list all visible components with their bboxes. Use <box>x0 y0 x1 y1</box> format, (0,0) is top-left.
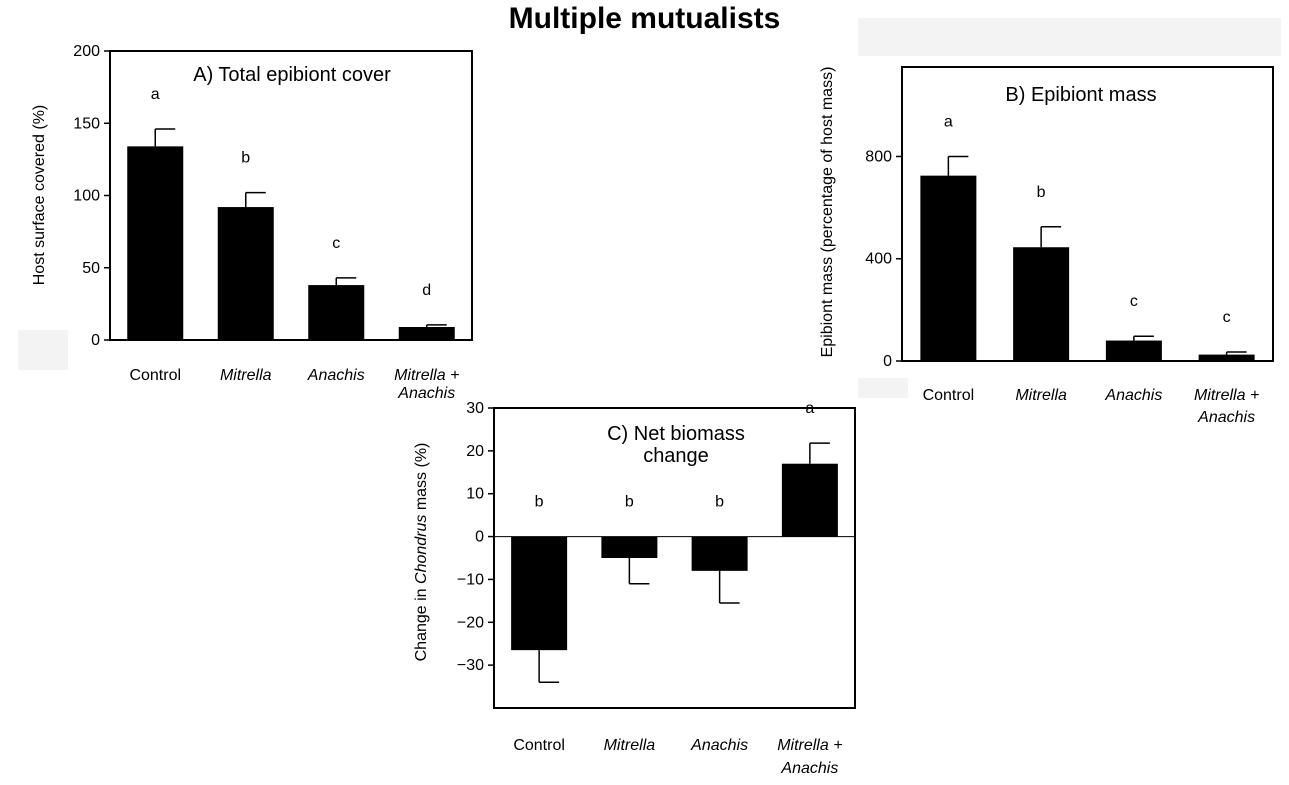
x-tick-label: Mitrella + <box>1194 387 1259 404</box>
chart-title: change <box>643 445 709 467</box>
y-axis-label: Host surface covered (%) <box>31 105 48 286</box>
scan-artifact-band <box>858 18 1281 56</box>
significance-letter: a <box>151 86 160 103</box>
significance-letter: a <box>805 400 814 417</box>
bar <box>691 536 748 571</box>
x-tick-label: Mitrella + <box>394 367 459 384</box>
x-tick-label: Anachis <box>1104 387 1162 404</box>
significance-letter: c <box>1130 293 1138 310</box>
bar <box>127 146 184 340</box>
y-axis-label: Epibiont mass (percentage of host mass) <box>819 67 836 358</box>
y-tick-label: 400 <box>865 251 892 268</box>
bar <box>1105 340 1162 361</box>
page-title: Multiple mutualists <box>508 2 781 35</box>
bar <box>1198 354 1255 361</box>
y-tick-label: 20 <box>466 443 484 460</box>
y-tick-label: 0 <box>475 529 484 546</box>
x-tick-label: Mitrella <box>604 737 656 754</box>
significance-letter: b <box>1037 184 1046 201</box>
x-tick-label: Anachis <box>690 737 748 754</box>
significance-letter: c <box>1223 309 1231 326</box>
chart-title: B) Epibiont mass <box>1005 84 1156 106</box>
bar <box>601 536 658 558</box>
x-tick-label: Anachis <box>397 385 455 402</box>
chart-title: C) Net biomass <box>607 423 745 445</box>
bar <box>398 326 455 340</box>
bar <box>1013 247 1070 361</box>
bar <box>217 207 274 340</box>
significance-letter: d <box>422 282 431 299</box>
y-tick-label: −20 <box>457 614 484 631</box>
significance-letter: b <box>715 494 724 511</box>
significance-letter: a <box>944 113 953 130</box>
y-tick-label: 200 <box>73 43 100 60</box>
significance-letter: b <box>241 150 250 167</box>
chart-title: A) Total epibiont cover <box>193 64 391 86</box>
significance-letter: c <box>332 235 340 252</box>
x-tick-label: Mitrella <box>220 367 272 384</box>
x-tick-label: Anachis <box>780 760 838 777</box>
y-tick-label: 100 <box>73 188 100 205</box>
bar <box>511 536 568 651</box>
significance-letter: b <box>535 494 544 511</box>
y-tick-label: 800 <box>865 148 892 165</box>
y-tick-label: 0 <box>91 332 100 349</box>
plot-frame <box>901 66 1274 362</box>
scan-artifact-band <box>18 330 68 370</box>
x-tick-label: Anachis <box>307 367 365 384</box>
x-tick-label: Mitrella <box>1015 387 1067 404</box>
y-tick-label: 10 <box>466 486 484 503</box>
bar <box>308 285 365 340</box>
y-tick-label: 150 <box>73 115 100 132</box>
x-tick-label: Anachis <box>1197 409 1255 426</box>
y-tick-label: −10 <box>457 571 484 588</box>
scan-artifact-band <box>858 378 908 398</box>
x-tick-label: Mitrella + <box>777 737 842 754</box>
y-tick-label: 50 <box>82 260 100 277</box>
y-tick-label: 30 <box>466 400 484 417</box>
bar <box>781 463 838 537</box>
y-axis-label: Change in Chondrus mass (%) <box>413 443 430 662</box>
x-tick-label: Control <box>513 737 565 754</box>
y-tick-label: −30 <box>457 657 484 674</box>
plot-frame <box>493 407 856 709</box>
x-tick-label: Control <box>923 387 975 404</box>
plot-frame <box>109 50 473 341</box>
x-tick-label: Control <box>129 367 181 384</box>
significance-letter: b <box>625 494 634 511</box>
y-tick-label: 0 <box>883 353 892 370</box>
bar <box>920 175 977 361</box>
